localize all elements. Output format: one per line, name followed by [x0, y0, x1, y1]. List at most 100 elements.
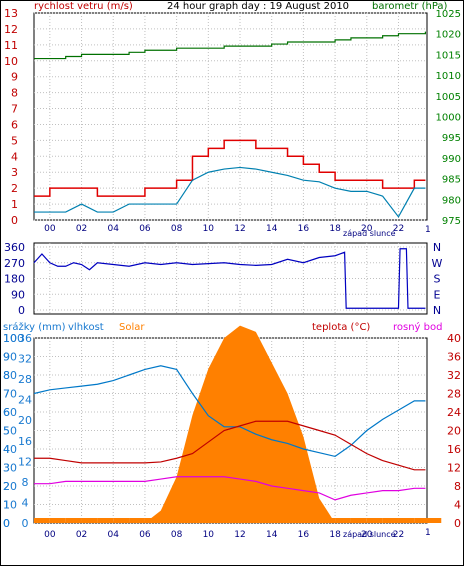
x-tick-label: 04 — [108, 530, 120, 540]
wind-tick-label: 0 — [11, 214, 18, 227]
temperature-tick-label: 40 — [447, 332, 461, 345]
x-tick-label: 10 — [203, 224, 215, 234]
wind-tick-label: 8 — [11, 87, 18, 100]
x-tick-label: 16 — [298, 530, 310, 540]
solar-temp-tick-label: 4 — [22, 496, 29, 509]
wind-tick-label: 11 — [4, 39, 18, 52]
wind-tick-label: 12 — [4, 23, 18, 36]
rain-tick-label: 1 — [3, 499, 10, 512]
rain-tick-label: 3 — [3, 462, 10, 475]
rain-bar — [144, 518, 161, 523]
wind-axis-title: rychlost vetru (m/s) — [34, 1, 133, 12]
x-tick-label: 06 — [139, 530, 151, 540]
compass-label: N — [433, 241, 441, 254]
rain-bar — [160, 518, 177, 523]
direction-tick-label: 180 — [4, 273, 25, 286]
rain-bar — [176, 518, 193, 523]
solar-temp-tick-label: 24 — [18, 394, 32, 407]
rain-bar — [192, 518, 209, 523]
sunset-label-bottom: západ slunce — [343, 530, 396, 539]
temperature-tick-label: 24 — [447, 406, 461, 419]
solar-temp-tick-label: 8 — [22, 476, 29, 489]
wind-tick-label: 6 — [11, 118, 18, 131]
x-tick-label: 08 — [171, 224, 183, 234]
rain-tick-label: 6 — [3, 406, 10, 419]
solar-temp-tick-label: 28 — [18, 373, 32, 386]
rain-bar — [287, 518, 304, 523]
x-tick-label: 18 — [329, 530, 341, 540]
humidity-tick-label: 0 — [3, 517, 10, 530]
rain-bar — [65, 518, 82, 523]
x-tick-label: 12 — [234, 224, 245, 234]
direction-tick-label: 0 — [18, 304, 25, 317]
rain-bar — [129, 518, 145, 523]
rain-bar — [113, 518, 130, 523]
x-tick-label: 08 — [171, 530, 183, 540]
temperature-legend: teplota (°C) — [312, 322, 370, 333]
x-tick-label: 00 — [44, 224, 56, 234]
rain-axis-title: srážky (mm) — [3, 321, 66, 333]
wind-direction-series — [33, 248, 426, 309]
rain-tick-label: 0 — [3, 517, 10, 530]
wind-tick-label: 13 — [4, 7, 18, 20]
rain-bar — [240, 518, 256, 523]
wind-tick-label: 4 — [11, 150, 18, 163]
humidity-legend: vlhkost — [68, 322, 104, 333]
rain-bar — [335, 518, 351, 523]
compass-label: S — [434, 273, 441, 286]
rain-bar — [271, 518, 288, 523]
rain-bar — [366, 518, 383, 523]
x-tick-label: 22 — [393, 224, 404, 234]
compass-label: N — [433, 304, 441, 317]
x-tick-label: 00 — [44, 530, 56, 540]
pressure-tick-label: 1000 — [436, 113, 461, 124]
temperature-tick-label: 0 — [454, 517, 461, 530]
humidity-tick-label: 40 — [3, 443, 17, 456]
rain-bar — [97, 518, 114, 523]
rain-bar — [398, 518, 415, 523]
rain-bar — [382, 518, 399, 523]
temperature-tick-label: 12 — [447, 462, 461, 475]
pressure-tick-label: 975 — [442, 216, 461, 227]
compass-label: E — [434, 288, 441, 301]
humidity-tick-label: 90 — [3, 351, 17, 364]
sunset-label-top: západ slunce — [343, 229, 396, 238]
rain-bar — [303, 518, 320, 523]
x-tick-label: 18 — [329, 224, 341, 234]
pressure-series — [34, 31, 427, 60]
rain-tick-label: 10 — [3, 332, 17, 345]
dewpoint-series — [34, 476, 426, 501]
wind-tick-label: 2 — [11, 182, 18, 195]
wind-tick-label: 5 — [11, 134, 18, 147]
temperature-tick-label: 28 — [447, 388, 461, 401]
series-layer — [33, 31, 442, 523]
humidity-tick-label: 60 — [3, 406, 17, 419]
rain-bar — [425, 518, 442, 523]
wind-tick-label: 1 — [11, 198, 18, 211]
rain-tick-label: 5 — [3, 425, 10, 438]
rain-bar — [255, 518, 272, 523]
x-tick-label: 02 — [76, 530, 87, 540]
rain-bar — [224, 518, 241, 523]
x-tick-label: 14 — [266, 530, 278, 540]
solar-temp-tick-label: 0 — [22, 517, 29, 530]
x-tick-label: 12 — [234, 530, 245, 540]
wind-panel-frame — [33, 12, 428, 221]
pressure-tick-label: 1010 — [436, 71, 461, 82]
temperature-tick-label: 4 — [454, 499, 461, 512]
x-tick-label: 02 — [76, 224, 87, 234]
direction-tick-label: 270 — [4, 257, 25, 270]
rain-bars — [34, 518, 442, 523]
rain-bar — [414, 518, 431, 523]
rain-tick-label: 2 — [3, 480, 10, 493]
pressure-tick-label: 990 — [442, 154, 461, 165]
x-tick-label: 20 — [361, 224, 373, 234]
dewpoint-legend: rosný bod — [393, 321, 442, 333]
temperature-series — [34, 420, 426, 471]
humidity-tick-label: 100 — [3, 332, 24, 345]
pressure-tick-label: 980 — [442, 195, 461, 206]
compass-label: W — [432, 257, 443, 270]
x-tick-label: 14 — [266, 224, 278, 234]
rain-bar — [49, 518, 66, 523]
